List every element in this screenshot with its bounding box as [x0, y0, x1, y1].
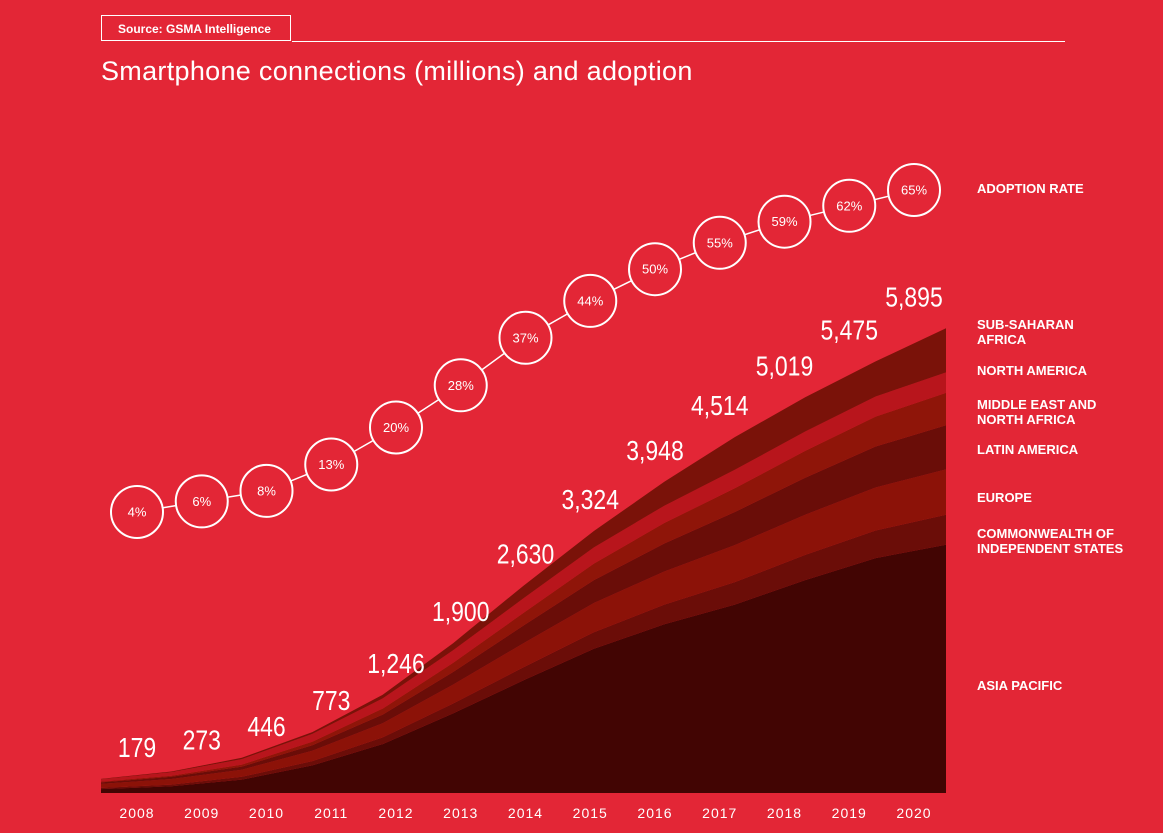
- total-data-label: 3,948: [626, 436, 683, 467]
- legend-label-middle-east-and-north-africa: MIDDLE EAST AND: [977, 397, 1096, 412]
- x-tick-label: 2017: [702, 805, 737, 821]
- total-data-label: 5,019: [756, 351, 813, 382]
- x-tick-label: 2015: [573, 805, 608, 821]
- total-data-label: 446: [247, 712, 285, 743]
- adoption-rate-label: 8%: [257, 483, 276, 498]
- adoption-rate-point: [692, 215, 747, 270]
- adoption-rate-point: [563, 273, 618, 328]
- adoption-rate-point: [239, 463, 294, 518]
- adoption-rate-label: 13%: [318, 457, 344, 472]
- x-tick-label: 2018: [767, 805, 802, 821]
- legend-label-sub-saharan-africa: AFRICA: [977, 332, 1027, 347]
- area-europe: [101, 469, 946, 788]
- adoption-rate-label: 6%: [192, 494, 211, 509]
- adoption-rate-label: 28%: [448, 378, 474, 393]
- chart-title: Smartphone connections (millions) and ad…: [101, 56, 693, 86]
- legend-label-middle-east-and-north-africa: NORTH AFRICA: [977, 412, 1076, 427]
- x-tick-label: 2013: [443, 805, 478, 821]
- area-latin-america: [101, 425, 946, 784]
- area-middle-east-and-north-africa: [101, 392, 946, 783]
- total-data-label: 5,475: [821, 315, 878, 346]
- adoption-rate-label: 59%: [771, 214, 797, 229]
- adoption-rate-point: [822, 178, 877, 233]
- legend-label-commonwealth-of-independent-states: COMMONWEALTH OF: [977, 526, 1114, 541]
- legend-label-asia-pacific: ASIA PACIFIC: [977, 678, 1063, 693]
- x-tick-label: 2009: [184, 805, 219, 821]
- adoption-rate-label: 37%: [512, 330, 538, 345]
- legend-label-adoption-rate: ADOPTION RATE: [977, 181, 1084, 196]
- legend-label-europe: EUROPE: [977, 490, 1032, 505]
- adoption-rate-point: [369, 400, 423, 455]
- x-axis: 2008 2009 2010 2011 2012 2013 2014 2015 2016 2017…: [119, 805, 931, 821]
- adoption-rate-point: [174, 474, 229, 529]
- total-data-label: 5,895: [885, 282, 942, 313]
- adoption-rate-label: 50%: [642, 262, 668, 277]
- x-tick-label: 2020: [896, 805, 931, 821]
- legend-label-north-america: NORTH AMERICA: [977, 363, 1088, 378]
- area-north-america: [101, 372, 946, 782]
- legend-label-commonwealth-of-independent-states: INDEPENDENT STATES: [977, 541, 1123, 556]
- legend-label-latin-america: LATIN AMERICA: [977, 442, 1079, 457]
- total-data-label: 4,514: [691, 391, 748, 422]
- total-data-label: 773: [312, 686, 350, 717]
- adoption-rate-label: 4%: [128, 505, 147, 520]
- adoption-rate-point: [498, 310, 553, 365]
- adoption-rate-label: 62%: [836, 198, 862, 213]
- adoption-rate-label: 44%: [577, 293, 603, 308]
- total-data-label: 179: [118, 733, 156, 764]
- adoption-rate-point: [433, 358, 488, 413]
- x-tick-label: 2019: [832, 805, 867, 821]
- area-sub-saharan-africa: [101, 328, 946, 780]
- adoption-rate-label: 55%: [707, 235, 733, 250]
- header-rule: [292, 41, 1065, 42]
- total-data-label: 2,630: [497, 540, 554, 571]
- adoption-rate-point: [628, 242, 682, 297]
- adoption-rate-series: 4% 6% 8% 13% 20% 28% 37% 44% 50% 55% 59% 62% 65%: [110, 163, 941, 539]
- adoption-rate-point: [887, 163, 941, 217]
- area-commonwealth-of-independent-states: [101, 514, 946, 790]
- total-data-label: 1,246: [367, 649, 424, 680]
- area-asia-pacific: [101, 544, 946, 793]
- x-tick-label: 2014: [508, 805, 543, 821]
- x-tick-label: 2010: [249, 805, 284, 821]
- total-data-label: 273: [183, 725, 221, 756]
- total-data-label: 3,324: [562, 485, 619, 516]
- adoption-rate-point: [110, 485, 164, 539]
- adoption-rate-label: 65%: [901, 183, 927, 198]
- x-tick-label: 2011: [314, 805, 348, 821]
- x-tick-label: 2016: [637, 805, 672, 821]
- x-tick-label: 2012: [378, 805, 413, 821]
- adoption-rate-point: [757, 194, 812, 249]
- x-tick-label: 2008: [119, 805, 154, 821]
- adoption-rate-point: [304, 437, 359, 492]
- legend-label-sub-saharan-africa: SUB-SAHARAN: [977, 317, 1074, 332]
- source-label: Source: GSMA Intelligence: [101, 15, 291, 41]
- total-data-label: 1,900: [432, 597, 489, 628]
- adoption-rate-label: 20%: [383, 420, 409, 435]
- stacked-areas: [101, 328, 946, 793]
